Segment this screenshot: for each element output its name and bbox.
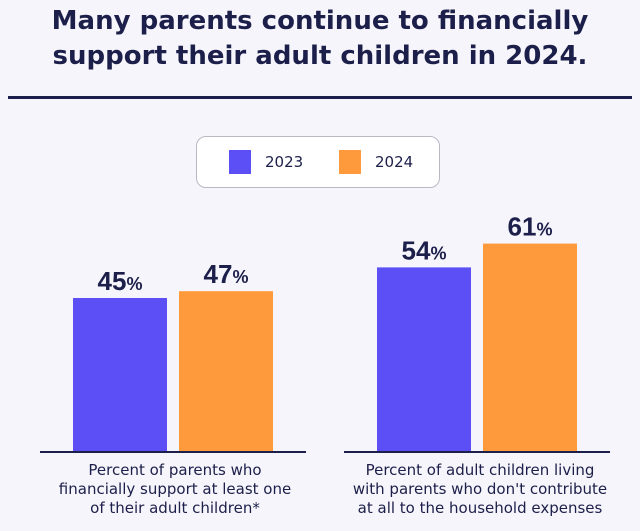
chart-title: Many parents continue to financially sup… xyxy=(0,4,640,74)
legend-label-2024: 2024 xyxy=(375,153,414,171)
legend-item-2023: 2023 xyxy=(229,149,303,175)
category-label-2-line-3: at all to the household expenses xyxy=(357,499,603,517)
category-label-1-line-3: of their adult children* xyxy=(90,499,260,517)
bar-2023-category-2 xyxy=(377,267,471,451)
category-label-2-line-1: Percent of adult children living xyxy=(365,461,595,479)
title-divider xyxy=(8,96,632,99)
category-label-1-line-1: Percent of parents who xyxy=(88,461,262,479)
data-label-2024-category-2: 61% xyxy=(508,212,553,242)
legend-swatch-2024 xyxy=(339,150,361,174)
category-label-1: Percent of parents who financially suppo… xyxy=(40,461,310,518)
legend-label-2023: 2023 xyxy=(265,153,304,171)
category-label-1-line-2: financially support at least one xyxy=(58,480,292,498)
category-label-2-line-2: with parents who don't contribute xyxy=(352,480,608,498)
chart-title-line-2: support their adult children in 2024. xyxy=(52,41,588,71)
bar-2024-category-2 xyxy=(483,243,577,451)
bar-2024-category-1 xyxy=(179,291,273,451)
chart-title-line-1: Many parents continue to financially xyxy=(51,6,589,36)
legend: 2023 2024 xyxy=(196,136,440,188)
data-label-2023-category-1: 45% xyxy=(98,266,143,296)
data-label-2023-category-2: 54% xyxy=(402,235,447,265)
category-label-2: Percent of adult children living with pa… xyxy=(330,461,630,518)
bar-2023-category-1 xyxy=(73,298,167,451)
data-label-2024-category-1: 47% xyxy=(204,259,249,289)
legend-swatch-2023 xyxy=(229,150,251,174)
legend-item-2024: 2024 xyxy=(339,149,413,175)
